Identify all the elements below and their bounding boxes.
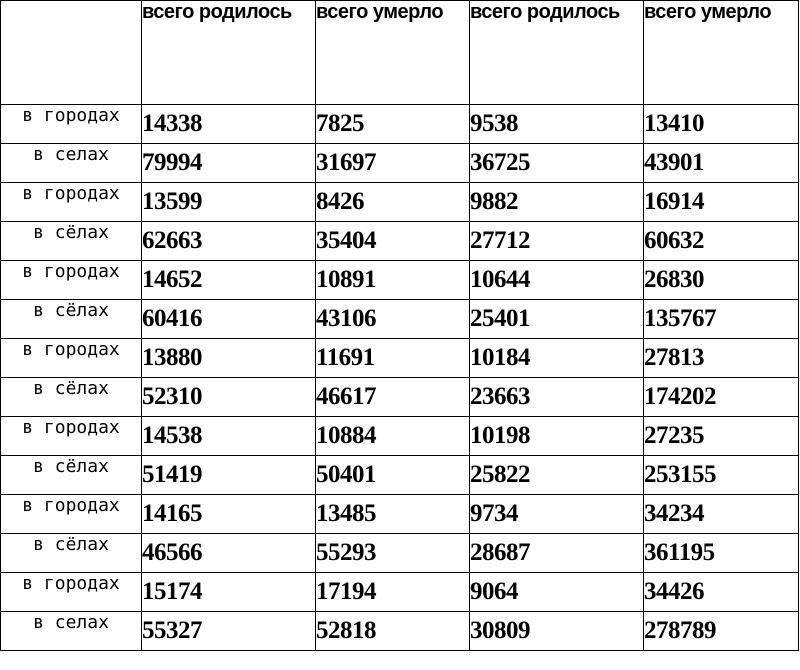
cell-deaths-1: 43106 bbox=[315, 299, 470, 339]
header-deaths-1: всего умерло bbox=[315, 0, 470, 105]
cell-deaths-1: 46617 bbox=[315, 377, 470, 417]
cell-births-1: 52310 bbox=[141, 377, 316, 417]
cell-births-2: 10644 bbox=[469, 260, 644, 300]
table-row: в городах 15174 17194 9064 34426 bbox=[0, 572, 799, 612]
cell-deaths-2: 278789 bbox=[643, 611, 799, 651]
cell-deaths-1: 52818 bbox=[315, 611, 470, 651]
cell-births-1: 14165 bbox=[141, 494, 316, 534]
row-label: в сёлах bbox=[0, 533, 142, 573]
header-deaths-2: всего умерло bbox=[643, 0, 799, 105]
row-label: в сёлах bbox=[0, 377, 142, 417]
cell-births-2: 25822 bbox=[469, 455, 644, 495]
cell-births-2: 10184 bbox=[469, 338, 644, 378]
cell-births-2: 27712 bbox=[469, 221, 644, 261]
table-row: в селах 79994 31697 36725 43901 bbox=[0, 143, 799, 183]
table-row: в городах 14652 10891 10644 26830 bbox=[0, 260, 799, 300]
cell-deaths-2: 26830 bbox=[643, 260, 799, 300]
table-row: в городах 14338 7825 9538 13410 bbox=[0, 104, 799, 144]
cell-births-1: 15174 bbox=[141, 572, 316, 612]
row-label: в городах bbox=[0, 494, 142, 534]
table-row: в сёлах 62663 35404 27712 60632 bbox=[0, 221, 799, 261]
cell-births-1: 13599 bbox=[141, 182, 316, 222]
table-row: в сёлах 60416 43106 25401 135767 bbox=[0, 299, 799, 339]
cell-deaths-1: 7825 bbox=[315, 104, 470, 144]
table-row: в городах 13599 8426 9882 16914 bbox=[0, 182, 799, 222]
row-label: в сёлах bbox=[0, 299, 142, 339]
cell-births-1: 46566 bbox=[141, 533, 316, 573]
row-label: в селах bbox=[0, 143, 142, 183]
cell-births-1: 14338 bbox=[141, 104, 316, 144]
row-label: в городах bbox=[0, 338, 142, 378]
cell-deaths-1: 50401 bbox=[315, 455, 470, 495]
cell-births-1: 13880 bbox=[141, 338, 316, 378]
cell-births-2: 9734 bbox=[469, 494, 644, 534]
table-row: в городах 13880 11691 10184 27813 bbox=[0, 338, 799, 378]
row-label: в сёлах bbox=[0, 221, 142, 261]
cell-births-2: 36725 bbox=[469, 143, 644, 183]
table-row: в городах 14538 10884 10198 27235 bbox=[0, 416, 799, 456]
header-births-2: всего родилось bbox=[469, 0, 644, 105]
birth-death-table: всего родилось всего умерло всего родило… bbox=[0, 0, 799, 651]
cell-deaths-2: 34426 bbox=[643, 572, 799, 612]
table-body: всего родилось всего умерло всего родило… bbox=[0, 0, 799, 651]
cell-deaths-2: 361195 bbox=[643, 533, 799, 573]
cell-births-2: 9538 bbox=[469, 104, 644, 144]
cell-deaths-1: 8426 bbox=[315, 182, 470, 222]
header-row: всего родилось всего умерло всего родило… bbox=[0, 0, 799, 105]
cell-deaths-2: 27235 bbox=[643, 416, 799, 456]
cell-births-2: 9882 bbox=[469, 182, 644, 222]
table-row: в сёлах 52310 46617 23663 174202 bbox=[0, 377, 799, 417]
cell-deaths-1: 17194 bbox=[315, 572, 470, 612]
cell-deaths-1: 31697 bbox=[315, 143, 470, 183]
cell-deaths-2: 16914 bbox=[643, 182, 799, 222]
corner-cell bbox=[0, 0, 142, 105]
row-label: в городах bbox=[0, 104, 142, 144]
cell-births-2: 9064 bbox=[469, 572, 644, 612]
row-label: в сёлах bbox=[0, 455, 142, 495]
cell-deaths-2: 60632 bbox=[643, 221, 799, 261]
table-row: в сёлах 46566 55293 28687 361195 bbox=[0, 533, 799, 573]
cell-deaths-1: 10891 bbox=[315, 260, 470, 300]
cell-deaths-2: 253155 bbox=[643, 455, 799, 495]
cell-births-1: 55327 bbox=[141, 611, 316, 651]
cell-births-2: 23663 bbox=[469, 377, 644, 417]
cell-births-1: 62663 bbox=[141, 221, 316, 261]
cell-births-2: 30809 bbox=[469, 611, 644, 651]
row-label: в городах bbox=[0, 260, 142, 300]
cell-births-1: 60416 bbox=[141, 299, 316, 339]
table-row: в городах 14165 13485 9734 34234 bbox=[0, 494, 799, 534]
cell-births-1: 79994 bbox=[141, 143, 316, 183]
cell-deaths-1: 55293 bbox=[315, 533, 470, 573]
cell-births-2: 25401 bbox=[469, 299, 644, 339]
cell-births-1: 51419 bbox=[141, 455, 316, 495]
cell-births-1: 14538 bbox=[141, 416, 316, 456]
cell-births-2: 28687 bbox=[469, 533, 644, 573]
cell-deaths-2: 43901 bbox=[643, 143, 799, 183]
cell-deaths-2: 27813 bbox=[643, 338, 799, 378]
row-label: в селах bbox=[0, 611, 142, 651]
cell-deaths-2: 174202 bbox=[643, 377, 799, 417]
row-label: в городах bbox=[0, 416, 142, 456]
cell-deaths-1: 10884 bbox=[315, 416, 470, 456]
cell-deaths-1: 13485 bbox=[315, 494, 470, 534]
cell-deaths-2: 13410 bbox=[643, 104, 799, 144]
cell-births-1: 14652 bbox=[141, 260, 316, 300]
cell-deaths-1: 35404 bbox=[315, 221, 470, 261]
cell-births-2: 10198 bbox=[469, 416, 644, 456]
header-births-1: всего родилось bbox=[141, 0, 316, 105]
cell-deaths-2: 135767 bbox=[643, 299, 799, 339]
row-label: в городах bbox=[0, 572, 142, 612]
cell-deaths-2: 34234 bbox=[643, 494, 799, 534]
cell-deaths-1: 11691 bbox=[315, 338, 470, 378]
row-label: в городах bbox=[0, 182, 142, 222]
table-row: в сёлах 51419 50401 25822 253155 bbox=[0, 455, 799, 495]
table-row: в селах 55327 52818 30809 278789 bbox=[0, 611, 799, 651]
